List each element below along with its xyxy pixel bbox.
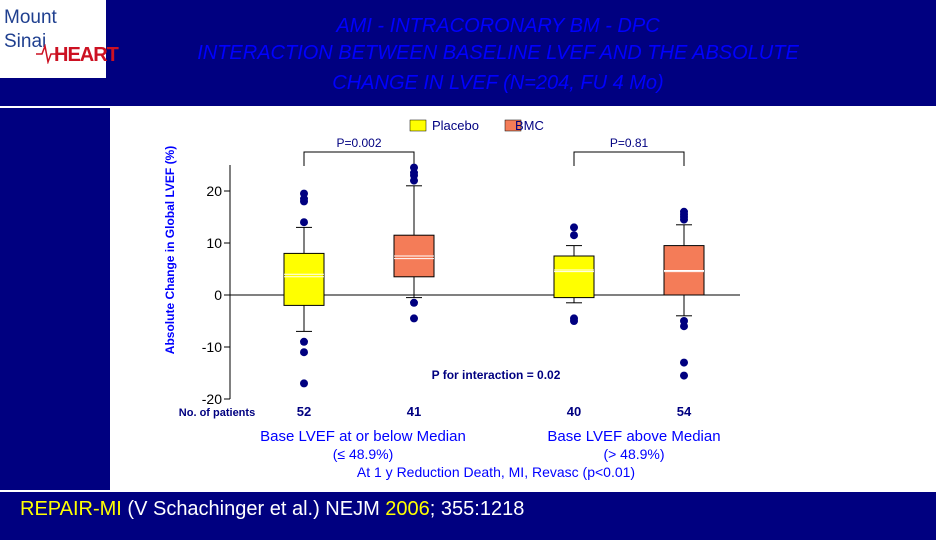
outlier-point bbox=[410, 298, 418, 307]
box-placebo bbox=[283, 252, 325, 306]
logo-line1: Mount bbox=[4, 7, 57, 28]
footer-divider bbox=[0, 490, 936, 492]
interaction-p-value: P for interaction = 0.02 bbox=[432, 368, 561, 382]
outlier-point bbox=[680, 358, 688, 367]
box-placebo bbox=[553, 255, 595, 299]
outlier-point bbox=[300, 348, 308, 357]
citation: REPAIR-MI (V Schachinger et al.) NEJM 20… bbox=[20, 498, 524, 521]
patient-count-label: 54 bbox=[677, 404, 692, 419]
outlier-point bbox=[300, 218, 308, 227]
outlier-point bbox=[680, 207, 688, 216]
title-line2: INTERACTION BETWEEN BASELINE LVEF AND TH… bbox=[197, 42, 799, 64]
mount-sinai-heart-logo: Mount Sinai HEART bbox=[0, 0, 119, 78]
citation-ref: ; 355:1218 bbox=[429, 498, 525, 520]
citation-year: 2006 bbox=[385, 498, 430, 520]
y-tick-label: -20 bbox=[202, 391, 222, 407]
outlier-point bbox=[570, 231, 578, 240]
y-tick-label: 20 bbox=[206, 183, 222, 199]
outlier-point bbox=[570, 223, 578, 232]
patients-row-label: No. of patients bbox=[179, 407, 255, 419]
patient-count-label: 40 bbox=[567, 404, 581, 419]
outlier-point bbox=[680, 371, 688, 380]
group-label-low: Base LVEF at or below Median bbox=[260, 428, 466, 445]
lvef-box-plot: Absolute Change in Global LVEF (%) 20 10 0 -… bbox=[163, 118, 740, 480]
legend-label-bmc: BMC bbox=[515, 118, 544, 133]
p-value-bracket bbox=[573, 151, 685, 166]
group-sublabel-high: (> 48.9%) bbox=[603, 446, 664, 462]
legend-swatch-placebo bbox=[409, 119, 427, 132]
title-line3: CHANGE IN LVEF (N=204, FU 4 Mo) bbox=[332, 72, 664, 94]
group-sublabel-low: (≤ 48.9%) bbox=[333, 446, 394, 462]
y-tick-label: 10 bbox=[206, 235, 222, 251]
legend-label-placebo: Placebo bbox=[432, 118, 479, 133]
logo-line2: Sinai bbox=[4, 31, 47, 52]
y-tick-label: -10 bbox=[202, 339, 222, 355]
heartbeat-icon bbox=[36, 44, 58, 64]
chart-panel bbox=[110, 108, 936, 490]
legend-swatch-bmc bbox=[504, 119, 522, 132]
citation-authors: (V Schachinger et al.) NEJM bbox=[121, 498, 386, 520]
outlier-point bbox=[300, 337, 308, 346]
citation-trial: REPAIR-MI bbox=[20, 498, 122, 520]
logo-brand: HEART bbox=[54, 44, 119, 66]
title-divider bbox=[0, 106, 936, 108]
y-tick-label: 0 bbox=[214, 287, 222, 303]
patient-count-label: 41 bbox=[407, 404, 421, 419]
p-value-label: P=0.81 bbox=[610, 136, 649, 150]
outlier-point bbox=[680, 322, 688, 331]
p-value-label: P=0.002 bbox=[336, 136, 381, 150]
patient-count-label: 52 bbox=[297, 404, 311, 419]
outcome-footnote: At 1 y Reduction Death, MI, Revasc (p<0.… bbox=[357, 464, 635, 480]
p-value-bracket bbox=[303, 151, 415, 166]
outlier-point bbox=[410, 163, 418, 172]
outlier-point bbox=[410, 314, 418, 323]
outlier-point bbox=[300, 379, 308, 388]
outlier-point bbox=[300, 189, 308, 198]
outlier-point bbox=[570, 317, 578, 325]
y-axis-label: Absolute Change in Global LVEF (%) bbox=[163, 146, 177, 354]
group-label-high: Base LVEF above Median bbox=[547, 428, 720, 445]
title-line1: AMI - INTRACORONARY BM - DPC bbox=[336, 15, 660, 37]
